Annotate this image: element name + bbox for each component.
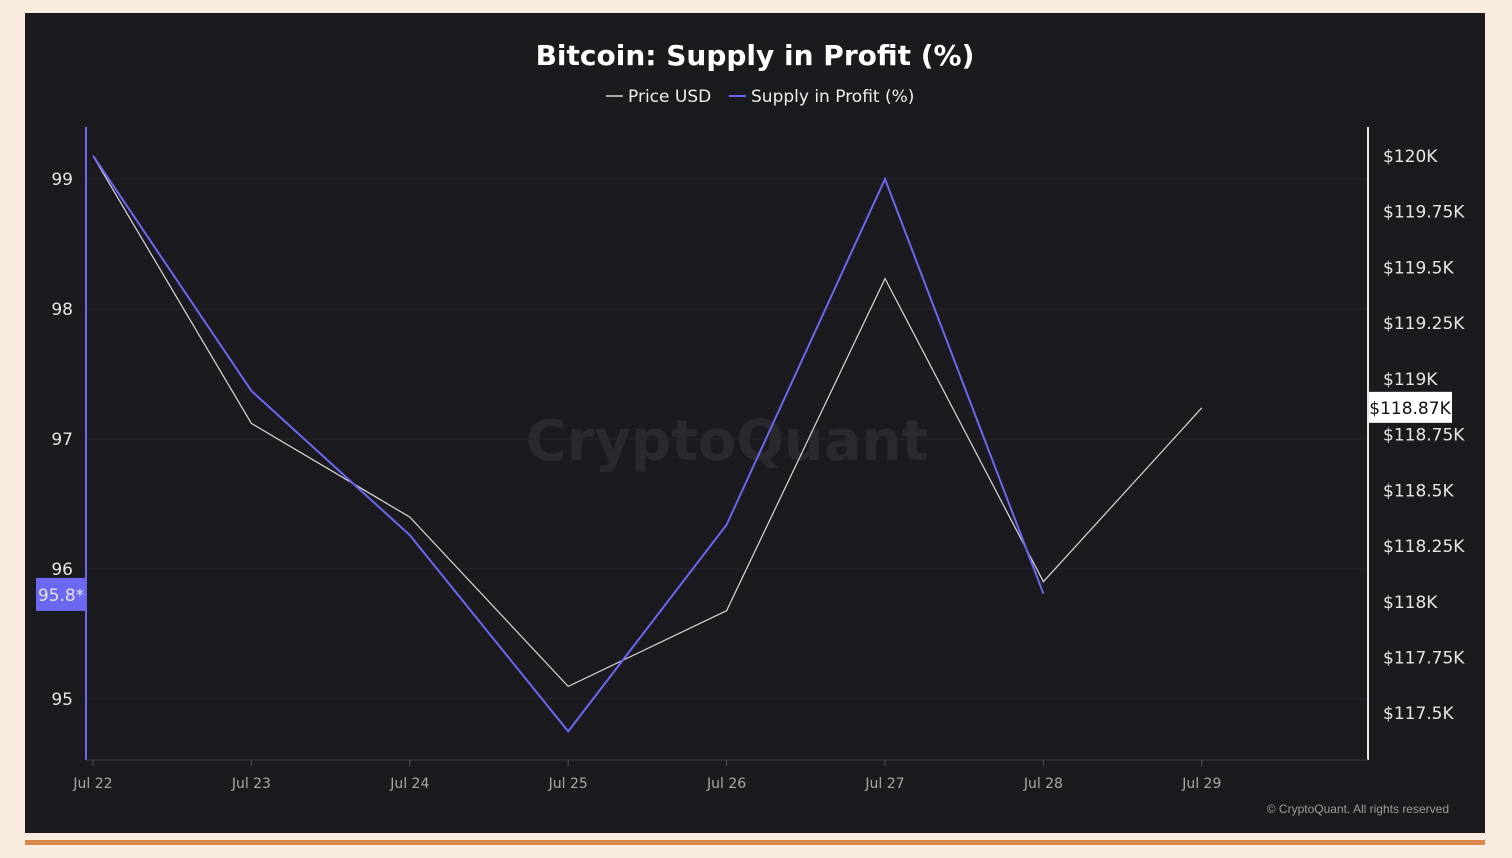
right-tick-label: $119.25K xyxy=(1383,314,1465,334)
x-tick-label: Jul 23 xyxy=(231,776,271,792)
watermark: CryptoQuant xyxy=(526,409,928,474)
legend[interactable]: Price USD Supply in Profit (%) xyxy=(606,87,914,107)
right-tick-label: $117.75K xyxy=(1383,648,1465,668)
x-tick-label: Jul 22 xyxy=(72,776,112,792)
right-current-tag xyxy=(1369,391,1452,423)
right-tick-label: $119.5K xyxy=(1383,258,1454,278)
right-tick-label: $119.75K xyxy=(1383,203,1465,223)
x-tick-label: Jul 27 xyxy=(864,776,904,792)
left-tick-label: 99 xyxy=(51,170,73,190)
right-tick-label: $118.25K xyxy=(1383,537,1465,557)
accent-bar xyxy=(25,840,1485,845)
chart-panel xyxy=(25,13,1485,833)
left-current-tag xyxy=(36,577,86,611)
supply-in-profit-line xyxy=(92,155,1045,734)
left-tick-label: 95 xyxy=(51,690,73,710)
x-tick-label: Jul 24 xyxy=(389,776,429,792)
right-tick-label: $117.5K xyxy=(1383,704,1454,724)
left-tick-label: 97 xyxy=(51,430,73,450)
x-tick-label: Jul 29 xyxy=(1181,776,1221,792)
right-tick-label: $119K xyxy=(1383,370,1438,390)
x-tick-label: Jul 26 xyxy=(706,776,746,792)
left-tick-label: 96 xyxy=(51,560,73,580)
right-tick-label: $118K xyxy=(1383,593,1438,613)
x-tick-label: Jul 25 xyxy=(548,776,588,792)
legend-price[interactable]: Price USD xyxy=(628,87,711,107)
chart-title: Bitcoin: Supply in Profit (%) xyxy=(536,39,975,72)
legend-supply[interactable]: Supply in Profit (%) xyxy=(751,87,914,107)
price-usd-line xyxy=(92,155,1203,688)
x-tick-label: Jul 28 xyxy=(1023,776,1063,792)
right-tick-label: $118.75K xyxy=(1383,426,1465,446)
left-tick-label: 98 xyxy=(51,300,73,320)
copyright: © CryptoQuant. All rights reserved xyxy=(1267,802,1449,816)
left-current-label: 95.8* xyxy=(38,586,84,606)
right-tick-label: $118.5K xyxy=(1383,481,1454,501)
right-current-label: $118.87K xyxy=(1369,399,1451,419)
right-tick-label: $120K xyxy=(1383,147,1438,167)
